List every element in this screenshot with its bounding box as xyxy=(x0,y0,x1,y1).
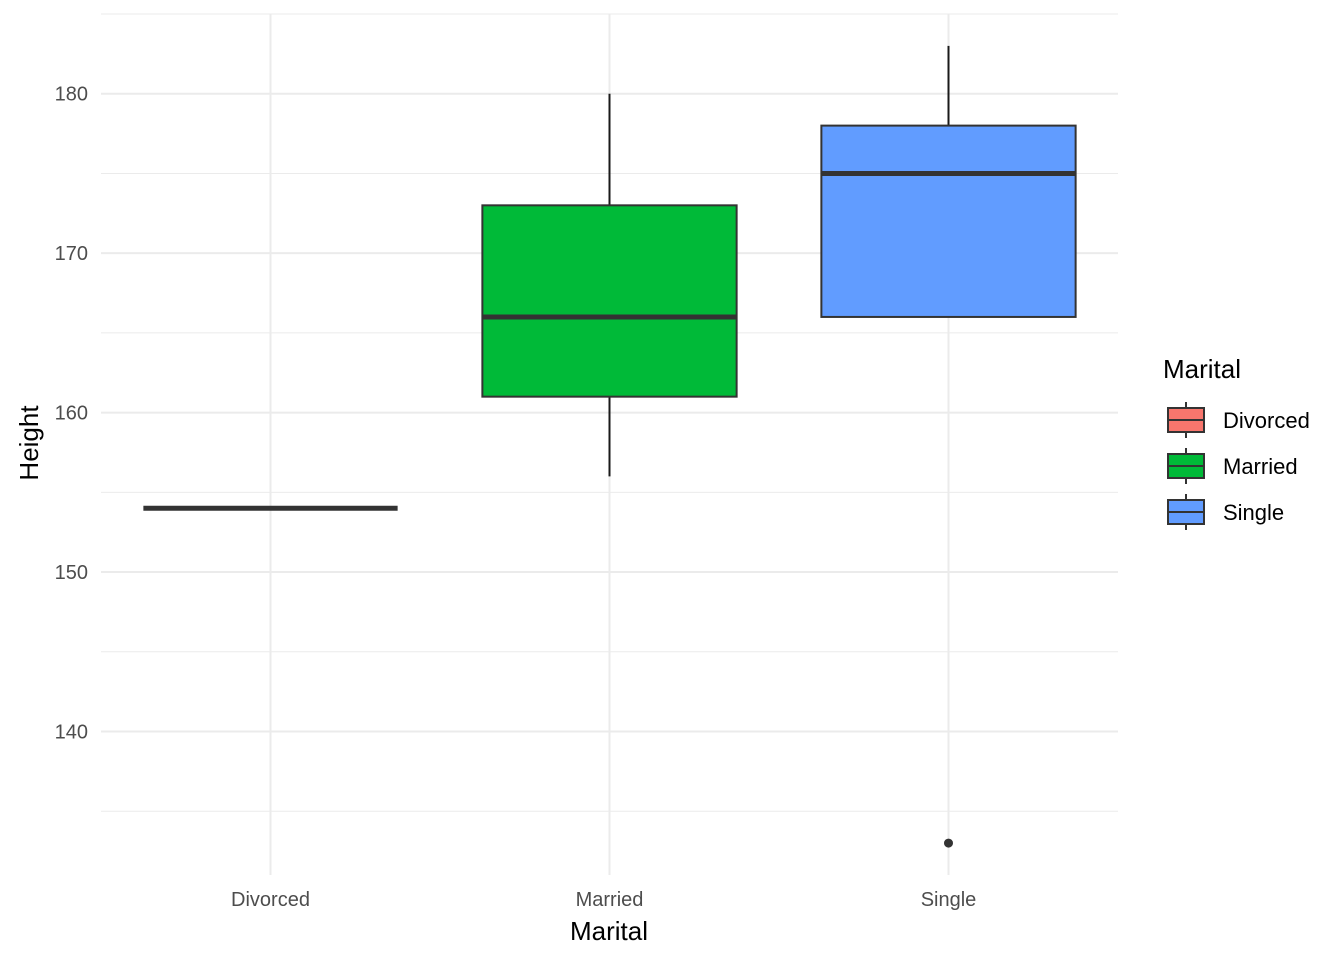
x-tick-label: Single xyxy=(921,889,977,911)
legend-item-single: Single xyxy=(1167,494,1284,530)
outlier-point xyxy=(944,838,953,848)
y-tick-label: 160 xyxy=(55,403,88,425)
y-axis-ticks: 140 150 160 170 180 xyxy=(55,84,88,744)
legend-item-label: Married xyxy=(1223,454,1298,479)
legend-title: Marital xyxy=(1163,354,1241,384)
box-single xyxy=(820,45,1077,848)
y-tick-label: 150 xyxy=(55,562,88,584)
x-tick-label: Married xyxy=(576,889,644,911)
legend-items: Divorced Married Single xyxy=(1167,402,1310,530)
x-axis-ticks: Divorced Married Single xyxy=(231,889,976,911)
boxes xyxy=(143,45,1077,848)
y-tick-label: 170 xyxy=(55,243,88,265)
box-married xyxy=(481,93,738,477)
y-axis-title: Height xyxy=(14,405,44,481)
legend: Marital Divorced Married Single xyxy=(1163,354,1310,530)
y-tick-label: 180 xyxy=(55,84,88,106)
x-tick-label: Divorced xyxy=(231,889,310,911)
legend-item-label: Divorced xyxy=(1223,408,1310,433)
box-body xyxy=(481,204,738,398)
legend-item-label: Single xyxy=(1223,500,1284,525)
legend-item-married: Married xyxy=(1167,448,1298,484)
y-tick-label: 140 xyxy=(55,722,88,744)
legend-item-divorced: Divorced xyxy=(1167,402,1310,438)
x-axis-title: Marital xyxy=(570,916,648,946)
box-body xyxy=(820,124,1077,318)
